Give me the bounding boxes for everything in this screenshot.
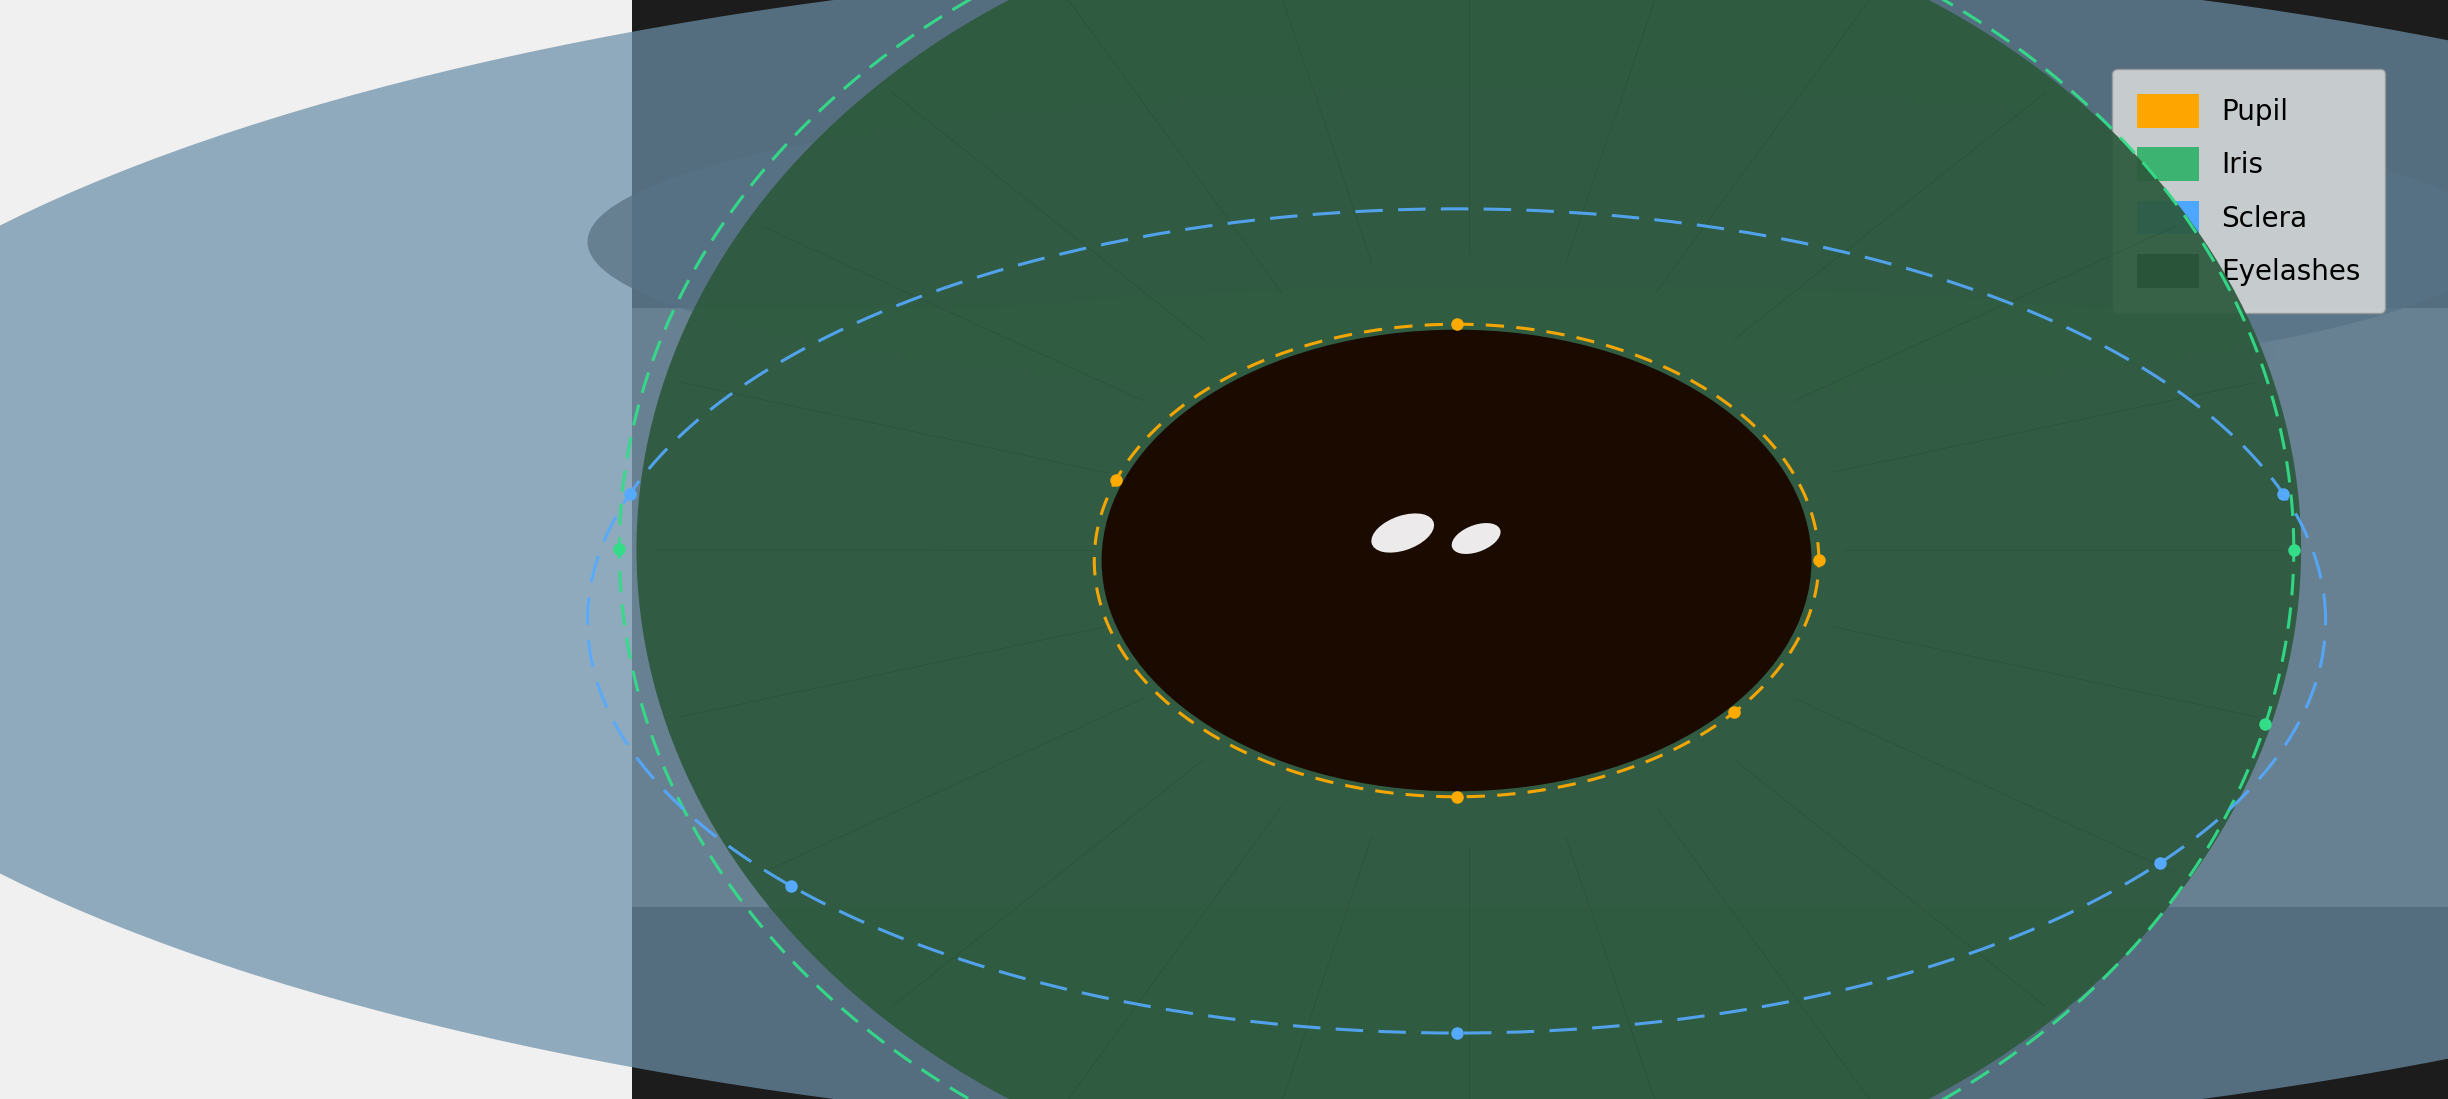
Ellipse shape [1371, 513, 1435, 553]
Ellipse shape [1102, 330, 1812, 791]
Ellipse shape [636, 0, 2301, 1099]
Ellipse shape [808, 286, 2277, 418]
FancyBboxPatch shape [632, 0, 2448, 308]
Legend: Pupil, Iris, Sclera, Eyelashes: Pupil, Iris, Sclera, Eyelashes [2113, 69, 2384, 313]
Ellipse shape [1452, 523, 1501, 554]
FancyBboxPatch shape [632, 907, 2448, 1099]
Ellipse shape [588, 88, 2448, 396]
FancyBboxPatch shape [0, 0, 632, 1099]
FancyBboxPatch shape [632, 0, 2448, 1099]
